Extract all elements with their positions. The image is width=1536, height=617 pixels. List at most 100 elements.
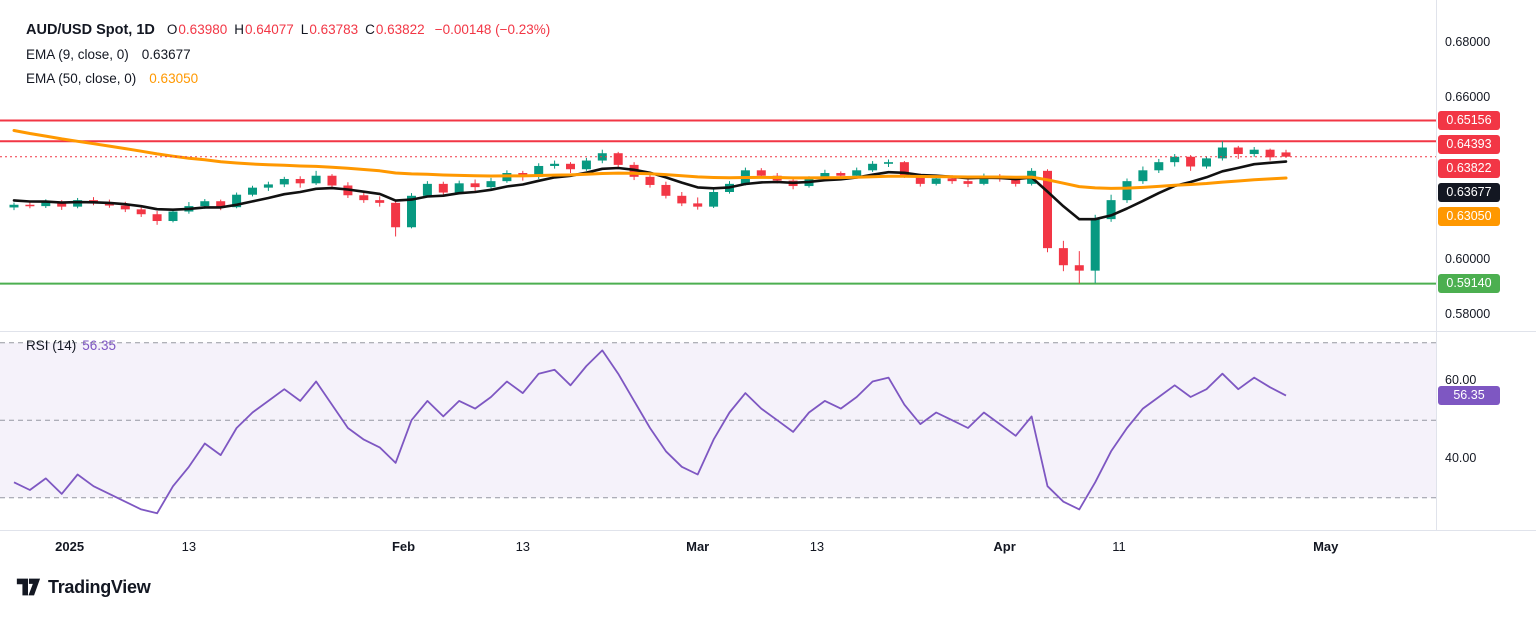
ema50-badge: 0.63050 [1438, 207, 1500, 226]
close-label: C [365, 22, 375, 37]
candle-body [645, 176, 655, 185]
rsi-label: RSI (14) [26, 338, 77, 353]
time-label: 13 [181, 539, 197, 554]
candle-body [168, 211, 178, 222]
price-change: −0.00148 (−0.23%) [434, 22, 551, 37]
candle-body [1170, 156, 1180, 163]
candle-body [836, 173, 846, 176]
candle-body [422, 183, 432, 196]
price-tick: 0.60000 [1445, 252, 1491, 267]
candle-body [248, 187, 257, 195]
time-label: Feb [391, 539, 416, 554]
candle-body [820, 173, 830, 179]
candle-body [947, 178, 957, 182]
candle-body [295, 178, 305, 184]
candle-body [677, 195, 687, 204]
rsi-value: 56.35 [82, 338, 117, 353]
candle-body [216, 201, 226, 208]
candle-body [120, 205, 130, 210]
time-axis[interactable]: 2025 13 Feb 13 Mar 13 Apr 11 May [0, 531, 1436, 565]
candle-body [597, 153, 607, 161]
time-label: 11 [1112, 539, 1126, 554]
candle-body [661, 184, 671, 196]
candle-body [263, 184, 273, 188]
candle-body [1202, 158, 1211, 167]
tradingview-logo-icon[interactable] [15, 574, 41, 600]
resistance-1-badge: 0.65156 [1438, 111, 1500, 130]
price-tick: 0.58000 [1445, 306, 1491, 321]
close-value: 0.63822 [375, 22, 425, 37]
candle-body [200, 201, 210, 207]
rsi-legend-row[interactable]: RSI (14) 56.35 [26, 338, 116, 353]
price-tick: 0.66000 [1445, 89, 1491, 104]
candle-body [613, 153, 623, 165]
candle-body [709, 192, 719, 207]
pane-separator[interactable] [0, 331, 1536, 332]
candle-body [963, 181, 973, 184]
candle-body [1011, 178, 1021, 184]
candle-body [41, 202, 51, 207]
candle-body [979, 175, 989, 184]
candle-body [470, 183, 480, 188]
symbol-title[interactable]: AUD/USD Spot, 1D [26, 22, 155, 38]
high-label: H [234, 22, 244, 37]
candle-body [57, 202, 67, 207]
time-label: Mar [686, 539, 710, 554]
candle-body [899, 162, 909, 176]
ema50-legend-row[interactable]: EMA (50, close, 0) 0.63050 [26, 71, 550, 86]
ema9-legend-row[interactable]: EMA (9, close, 0) 0.63677 [26, 47, 550, 62]
candle-body [438, 183, 448, 193]
candle-body [486, 181, 496, 188]
ema9-value: 0.63677 [141, 47, 191, 62]
open-value: 0.63980 [178, 22, 228, 37]
low-value: 0.63783 [309, 22, 359, 37]
candle-body [1138, 170, 1148, 182]
candle-body [693, 203, 703, 207]
candle-body [1106, 200, 1116, 220]
low-pair: L 0.63783 [301, 22, 358, 37]
candle-body [327, 175, 337, 186]
candle-body [1122, 181, 1132, 201]
rsi-tick: 40.00 [1445, 451, 1477, 466]
candle-body [884, 162, 893, 164]
candle-body [359, 195, 369, 201]
time-label: 13 [809, 539, 825, 554]
candle-body [375, 200, 385, 203]
candle-body [391, 202, 401, 228]
rsi-line[interactable] [13, 349, 1287, 515]
candle-body [550, 163, 560, 166]
high-value: 0.64077 [244, 22, 294, 37]
rsi-band [0, 342, 1436, 498]
ema-50-line[interactable] [12, 129, 1288, 190]
candle-body [1058, 248, 1068, 266]
ema50-value: 0.63050 [149, 71, 199, 86]
candle-body [931, 178, 941, 184]
price-axis[interactable]: 0.68000 0.66000 0.60000 0.58000 60.00 40.00 0.… [1437, 0, 1536, 565]
candle-body [454, 183, 464, 193]
candle-body [1090, 219, 1100, 271]
price-axis-separator [1436, 0, 1437, 530]
ema-9-line[interactable] [12, 160, 1288, 221]
brand-name[interactable]: TradingView [48, 576, 151, 597]
candle-body [25, 204, 35, 207]
high-pair: H 0.64077 [234, 22, 294, 37]
last-price-badge: 0.63822 [1438, 159, 1500, 178]
footer: TradingView [15, 574, 151, 600]
time-label: May [1313, 539, 1339, 554]
candle-body [915, 175, 925, 184]
candle-body [1186, 156, 1196, 167]
open-pair: O 0.63980 [167, 22, 227, 37]
time-axis-separator [0, 530, 1536, 531]
candle-body [1217, 147, 1227, 159]
candle-body [1233, 147, 1243, 155]
time-label: 2025 [55, 539, 85, 554]
chart-canvas[interactable] [0, 0, 1436, 530]
ema9-label: EMA (9, close, 0) [26, 47, 129, 62]
candle-body [868, 163, 878, 171]
low-label: L [300, 22, 309, 37]
candle-body [566, 163, 575, 170]
price-tick: 0.68000 [1445, 35, 1491, 50]
main-legend: AUD/USD Spot, 1D O 0.63980 H 0.64077 L 0… [26, 22, 550, 95]
support-badge: 0.59140 [1438, 274, 1500, 294]
